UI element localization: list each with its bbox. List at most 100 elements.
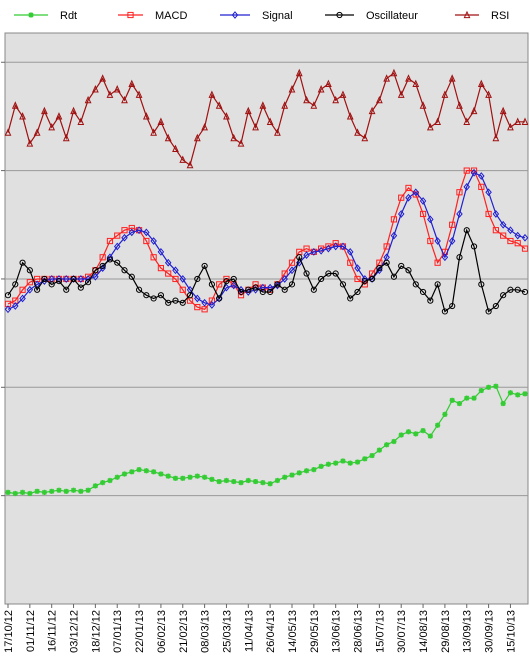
marker [470,243,478,250]
marker [470,168,478,177]
marker [369,452,375,459]
marker [354,264,361,272]
marker [500,292,507,299]
marker [427,215,434,224]
marker [70,275,77,283]
marker [41,106,48,115]
marker [419,197,427,205]
marker [135,90,143,98]
marker [456,210,463,218]
marker [121,227,128,234]
marker [478,172,485,180]
marker [245,286,252,293]
marker [311,467,317,473]
marker [208,297,215,304]
marker [121,95,128,104]
marker [346,112,354,120]
marker [332,240,339,247]
marker [434,117,441,125]
marker [492,302,499,310]
legend-label: Oscillateur [366,10,418,22]
marker [5,489,11,495]
marker [26,139,34,147]
marker [26,279,33,286]
marker [106,237,114,245]
x-tick-label: 21/02/13 [178,610,190,653]
marker [12,281,19,288]
marker [237,288,245,296]
marker [281,101,289,109]
marker [143,237,150,245]
marker [339,281,347,288]
marker [456,400,463,407]
marker [419,101,427,109]
marker [339,242,347,251]
marker [362,456,368,462]
marker [12,302,19,310]
marker [78,488,84,494]
x-tick-label: 03/12/12 [69,610,81,653]
marker [215,101,223,109]
marker [434,281,441,288]
marker [252,284,259,291]
marker [521,233,529,242]
marker [375,95,383,104]
x-tick-label: 25/03/13 [221,610,233,653]
marker [92,267,99,274]
marker [456,189,463,196]
marker [194,275,201,283]
x-tick-label: 14/08/13 [418,610,430,653]
marker [288,85,296,93]
marker [376,447,382,453]
marker [194,473,200,479]
marker [390,68,398,77]
marker [420,428,426,434]
marker [391,438,397,445]
marker [63,286,70,293]
x-tick-label: 14/05/13 [287,610,299,653]
marker [92,272,99,281]
marker [405,74,412,82]
marker [128,228,136,237]
marker [244,106,252,115]
marker [376,266,383,275]
marker [303,95,310,104]
marker [48,122,56,131]
marker [449,302,456,310]
marker [107,477,113,484]
marker [332,242,339,251]
marker [449,221,456,228]
marker [63,488,69,494]
marker [325,244,332,253]
marker [201,262,208,270]
marker [361,278,368,285]
marker [4,305,12,314]
marker [521,288,529,296]
marker [368,275,376,283]
marker [427,433,433,439]
marker [150,295,157,302]
marker [368,275,376,283]
marker [500,232,507,239]
marker [49,488,55,494]
marker [325,79,332,88]
marker [12,490,18,497]
marker [129,469,135,475]
marker [413,431,419,437]
marker [172,266,179,275]
marker [340,458,346,464]
x-tick-label: 13/09/13 [462,610,474,653]
marker [99,74,107,82]
marker [332,270,339,277]
x-tick-label: 18/12/12 [90,610,102,653]
marker [114,232,121,239]
marker [209,476,215,482]
marker [186,160,194,169]
marker [288,266,296,275]
marker [435,422,441,428]
marker [485,90,492,98]
marker [288,281,296,288]
marker [208,301,216,309]
marker [507,226,514,235]
